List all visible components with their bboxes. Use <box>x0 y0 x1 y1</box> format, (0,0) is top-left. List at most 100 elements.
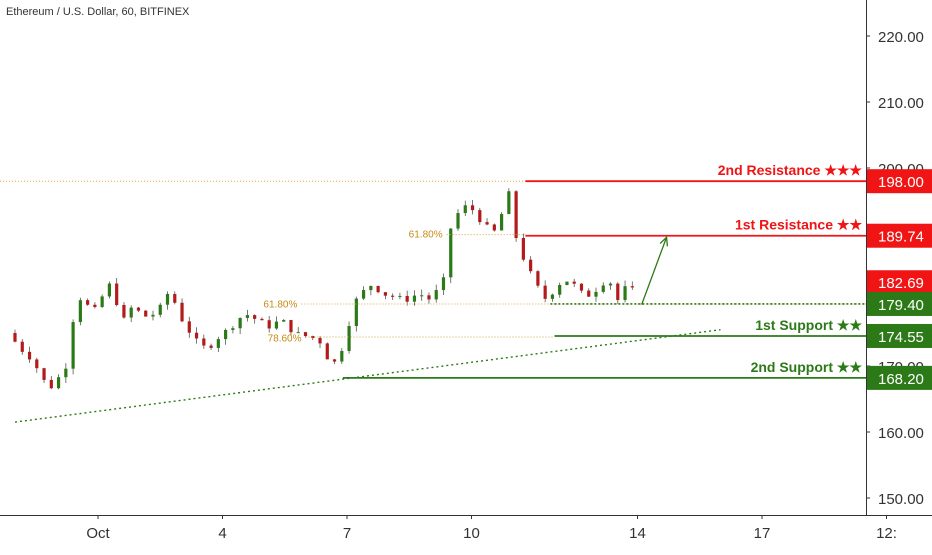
candles-layer <box>13 188 634 390</box>
price-tag-box <box>867 223 932 248</box>
price-tag-label: 198.00 <box>878 174 924 191</box>
candle-body <box>13 333 17 342</box>
candle-body <box>71 322 75 369</box>
candle-body <box>136 307 141 311</box>
level-label: 2nd Support ★★ <box>751 359 863 375</box>
candle-body <box>180 302 184 322</box>
fib-label: 78.60% <box>268 333 302 344</box>
candle-body <box>115 283 119 305</box>
candle-body <box>216 339 220 348</box>
x-tick-label: 7 <box>343 525 351 542</box>
candle-body <box>78 300 82 323</box>
candle-body <box>100 296 104 308</box>
x-tick-label: 10 <box>463 525 480 542</box>
candle-body <box>543 285 547 299</box>
candle-body <box>536 271 540 286</box>
candle-body <box>209 345 213 348</box>
candle-body <box>565 281 569 285</box>
price-tag-label: 182.69 <box>878 275 924 292</box>
candle-body <box>158 304 162 315</box>
candle-body <box>173 293 177 303</box>
candle-body <box>20 341 24 352</box>
price-tag-label: 168.20 <box>878 371 924 388</box>
candle-body <box>608 283 613 286</box>
fib-layer: 61.80% 61.80% 78.60% <box>263 230 442 345</box>
y-tick-label: 210.00 <box>878 95 924 112</box>
candle-body <box>194 332 199 339</box>
candle-body <box>267 320 271 329</box>
candle-body <box>332 359 337 362</box>
fib-label: 61.80% <box>409 230 443 241</box>
candle-body <box>303 332 308 337</box>
candle-body <box>623 286 627 301</box>
candle-body <box>521 237 525 260</box>
projection-arrow-head <box>659 235 669 247</box>
candle-body <box>558 284 562 295</box>
price-tag-box <box>867 169 932 194</box>
price-tag-box <box>867 323 932 348</box>
x-tick-label: 12: <box>876 525 897 542</box>
candle-body <box>340 350 344 362</box>
candle-body <box>369 285 373 291</box>
candle-body <box>86 300 90 305</box>
x-tick-label: Oct <box>86 525 110 542</box>
candle-body <box>238 317 242 329</box>
candle-body <box>64 368 68 378</box>
price-tag-box <box>867 365 932 390</box>
candle-body <box>274 321 279 329</box>
candle-body <box>318 338 322 344</box>
trendline-layer <box>14 329 721 423</box>
candle-body <box>93 304 97 308</box>
candle-body <box>27 351 32 360</box>
candle-body <box>35 359 39 369</box>
candle-body <box>485 222 489 225</box>
y-tick-label: 150.00 <box>878 491 924 508</box>
fib-label: 61.80% <box>263 300 297 311</box>
candle-body <box>56 377 61 389</box>
candle-body <box>122 304 126 318</box>
candle-body <box>449 228 453 278</box>
candle-body <box>492 224 496 231</box>
candle-body <box>499 214 504 231</box>
y-tick-label: 160.00 <box>878 425 924 442</box>
candle-body <box>289 320 293 333</box>
price-tag-box <box>867 291 932 316</box>
candle-body <box>587 290 591 297</box>
symbol-title: Ethereum / U.S. Dollar, 60, BITFINEX <box>6 6 190 18</box>
candle-body <box>347 326 351 351</box>
candle-body <box>529 259 533 272</box>
candle-body <box>456 213 460 229</box>
price-tag-label: 179.40 <box>878 297 924 314</box>
candle-body <box>144 310 148 317</box>
candle-body <box>514 191 518 238</box>
levels-layer: 2nd Resistance ★★★ 1st Resistance ★★ 1st S… <box>0 162 866 379</box>
price-tags-layer: 198.00 189.74 182.69 179.40 174.55 168.20 <box>867 169 932 390</box>
candle-body <box>441 277 446 291</box>
candle-body <box>463 205 467 214</box>
level-label: 2nd Resistance ★★★ <box>718 162 863 178</box>
ascending-trendline <box>14 329 721 423</box>
candle-body <box>49 379 53 389</box>
y-tick-label: 220.00 <box>878 29 924 46</box>
candle-body <box>296 332 300 334</box>
x-tick-label: 4 <box>218 525 226 542</box>
candle-body <box>260 318 264 321</box>
candle-body <box>224 329 228 340</box>
candle-body <box>129 307 133 318</box>
projection-arrow-shaft <box>641 237 668 305</box>
candle-body <box>391 295 395 297</box>
candle-body <box>42 368 46 380</box>
candle-body <box>470 205 475 211</box>
candle-body <box>601 285 605 292</box>
candle-body <box>165 293 170 305</box>
candle-body <box>325 343 329 360</box>
price-tag-label: 189.74 <box>878 229 924 246</box>
candle-body <box>354 298 358 327</box>
candle-body <box>572 281 576 284</box>
price-tag-box <box>867 270 932 295</box>
candle-body <box>376 285 380 293</box>
candle-body <box>405 295 409 302</box>
candle-body <box>427 295 431 300</box>
